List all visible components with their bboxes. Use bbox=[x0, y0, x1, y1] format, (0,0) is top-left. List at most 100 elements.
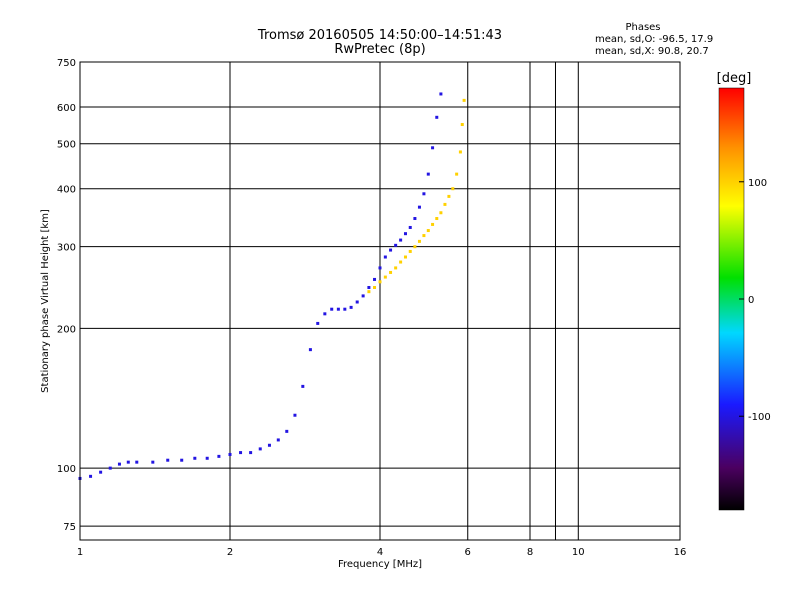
data-point-x-trace bbox=[435, 217, 439, 221]
x-tick-label: 4 bbox=[377, 547, 383, 558]
data-point-o-trace bbox=[383, 255, 387, 259]
data-point-x-trace bbox=[460, 123, 464, 127]
data-point-o-trace bbox=[267, 443, 271, 447]
data-point-o-trace bbox=[249, 451, 253, 455]
data-point-x-trace bbox=[426, 229, 430, 233]
data-point-x-trace bbox=[455, 172, 459, 176]
stats-heading: Phases bbox=[625, 22, 660, 33]
y-tick-label: 75 bbox=[63, 522, 76, 533]
y-tick-label: 300 bbox=[57, 243, 76, 254]
data-point-o-trace bbox=[426, 172, 430, 176]
data-point-o-trace bbox=[217, 454, 221, 458]
data-point-o-trace bbox=[151, 460, 155, 464]
data-point-o-trace bbox=[239, 451, 243, 455]
data-point-o-trace bbox=[378, 266, 382, 270]
data-point-o-trace bbox=[349, 305, 353, 309]
y-tick-labels: 75 100 200 300 400 500 600 750 bbox=[57, 58, 76, 533]
plot-frame bbox=[79, 61, 681, 541]
data-point-o-trace bbox=[435, 115, 439, 119]
data-point-x-trace bbox=[417, 239, 421, 243]
y-tick-label: 100 bbox=[57, 464, 76, 475]
data-point-x-trace bbox=[447, 194, 451, 198]
data-point-x-trace bbox=[443, 202, 447, 206]
data-point-o-trace bbox=[276, 438, 280, 442]
y-tick-label: 600 bbox=[57, 103, 76, 114]
data-point-o-trace bbox=[285, 429, 289, 433]
data-point-o-trace bbox=[301, 384, 305, 388]
data-point-o-trace bbox=[431, 146, 435, 150]
grid bbox=[79, 61, 681, 540]
data-point-x-trace bbox=[458, 150, 462, 154]
y-tick-label: 500 bbox=[57, 140, 76, 151]
data-point-o-trace bbox=[343, 307, 347, 311]
y-tick-label: 400 bbox=[57, 185, 76, 196]
data-point-o-trace bbox=[355, 300, 359, 304]
x-tick-label: 8 bbox=[527, 547, 533, 558]
data-point-x-trace bbox=[413, 245, 417, 249]
x-tick-label: 1 bbox=[77, 547, 83, 558]
x-tick-label: 6 bbox=[465, 547, 471, 558]
data-point-o-trace bbox=[308, 348, 312, 352]
data-point-o-trace bbox=[135, 460, 139, 464]
data-point-x-trace bbox=[451, 187, 455, 191]
stats-line-x: mean, sd,X: 90.8, 20.7 bbox=[595, 46, 709, 57]
data-point-o-trace bbox=[399, 238, 403, 242]
data-point-o-trace bbox=[361, 294, 365, 298]
data-points bbox=[78, 92, 466, 480]
stats-line-o: mean, sd,O: -96.5, 17.9 bbox=[595, 34, 713, 45]
data-point-x-trace bbox=[389, 270, 393, 274]
data-point-o-trace bbox=[166, 458, 170, 462]
data-point-x-trace bbox=[462, 98, 466, 102]
data-point-o-trace bbox=[367, 286, 371, 290]
data-point-x-trace bbox=[367, 290, 371, 294]
colorbar-label: [deg] bbox=[717, 71, 752, 86]
data-point-x-trace bbox=[439, 211, 443, 215]
data-point-o-trace bbox=[422, 192, 426, 196]
data-point-o-trace bbox=[336, 307, 340, 311]
chart-title: Tromsø 20160505 14:50:00–14:51:43 bbox=[257, 28, 502, 43]
data-point-o-trace bbox=[373, 277, 377, 281]
x-axis-label: Frequency [MHz] bbox=[338, 559, 422, 570]
data-point-o-trace bbox=[330, 307, 334, 311]
data-point-o-trace bbox=[193, 456, 197, 460]
data-point-x-trace bbox=[408, 249, 412, 253]
data-point-o-trace bbox=[408, 225, 412, 229]
colorbar-tick-label: 0 bbox=[748, 295, 754, 306]
data-point-o-trace bbox=[258, 447, 262, 451]
y-axis-label: Stationary phase Virtual Height [km] bbox=[40, 209, 51, 393]
data-point-o-trace bbox=[126, 460, 130, 464]
data-point-o-trace bbox=[439, 92, 443, 96]
data-point-o-trace bbox=[180, 458, 184, 462]
data-point-o-trace bbox=[413, 217, 417, 221]
data-point-o-trace bbox=[228, 452, 232, 456]
data-point-x-trace bbox=[403, 255, 407, 259]
data-point-o-trace bbox=[316, 321, 320, 325]
data-point-o-trace bbox=[117, 462, 121, 466]
colorbar-tick-label: 100 bbox=[748, 178, 767, 189]
data-point-o-trace bbox=[205, 456, 209, 460]
data-point-x-trace bbox=[422, 234, 426, 238]
data-point-x-trace bbox=[394, 266, 398, 270]
y-tick-label: 200 bbox=[57, 324, 76, 335]
data-point-o-trace bbox=[99, 470, 103, 474]
x-tick-label: 16 bbox=[674, 547, 687, 558]
data-point-o-trace bbox=[108, 466, 112, 470]
data-point-x-trace bbox=[399, 260, 403, 264]
colorbar-tick-label: -100 bbox=[748, 412, 771, 423]
y-tick-label: 750 bbox=[57, 58, 76, 69]
data-point-o-trace bbox=[403, 232, 407, 236]
x-tick-label: 10 bbox=[572, 547, 585, 558]
data-point-o-trace bbox=[89, 474, 93, 478]
data-point-o-trace bbox=[323, 312, 327, 316]
x-tick-labels: 1 2 4 6 8 10 16 bbox=[77, 547, 687, 558]
data-point-o-trace bbox=[394, 243, 398, 247]
data-point-x-trace bbox=[383, 275, 387, 279]
data-point-x-trace bbox=[378, 280, 382, 284]
colorbar-ticks: 100 0 -100 bbox=[739, 178, 771, 423]
data-point-o-trace bbox=[293, 413, 297, 417]
data-point-o-trace bbox=[389, 248, 393, 252]
x-tick-label: 2 bbox=[227, 547, 233, 558]
chart-subtitle: RwPretec (8p) bbox=[334, 42, 425, 57]
data-point-o-trace bbox=[417, 205, 421, 209]
